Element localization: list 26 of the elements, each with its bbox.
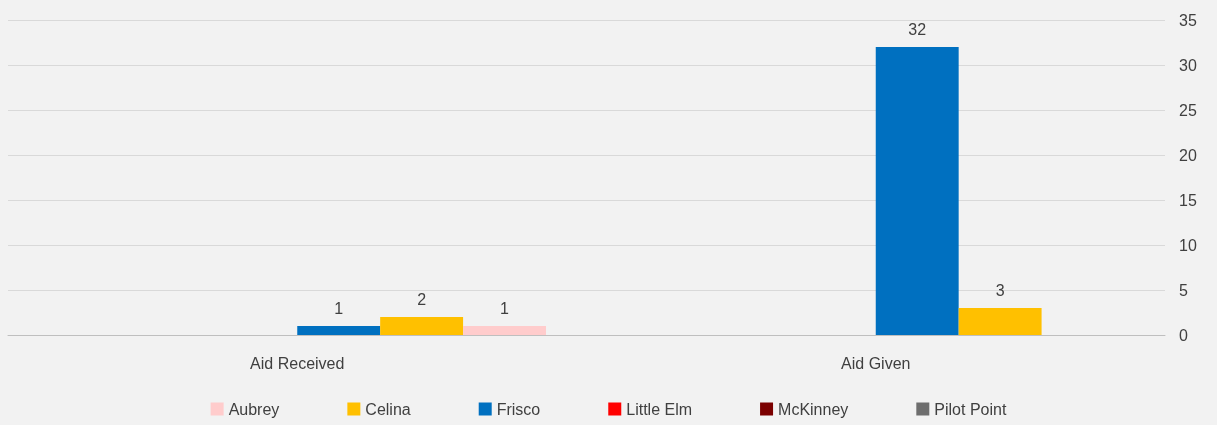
y-tick-label: 25 [1179, 101, 1197, 119]
data-label: 2 [417, 290, 427, 308]
data-label: 3 [995, 281, 1005, 299]
bar [958, 308, 1042, 335]
y-tick-label: 5 [1179, 281, 1188, 299]
y-tick-label: 35 [1179, 11, 1197, 29]
data-label: 1 [500, 299, 510, 317]
x-tick-label: Aid Received [250, 354, 345, 372]
y-tick-label: 15 [1179, 191, 1197, 209]
legend-label: Little Elm [626, 400, 693, 418]
legend-label: Frisco [496, 400, 541, 418]
x-tick-label: Aid Given [841, 354, 911, 372]
y-tick-label: 20 [1179, 146, 1197, 164]
bar [297, 326, 381, 335]
legend-label: McKinney [778, 400, 849, 418]
bar [380, 317, 464, 335]
bar [463, 326, 547, 335]
data-label: 1 [334, 299, 344, 317]
legend-label: Pilot Point [934, 400, 1007, 418]
data-label: 32 [908, 20, 927, 38]
legend-label: Aubrey [228, 400, 280, 418]
y-tick-label: 30 [1179, 56, 1197, 74]
bar [875, 47, 959, 335]
legend-label: Celina [365, 400, 411, 418]
y-tick-label: 10 [1179, 236, 1197, 254]
y-tick-label: 0 [1179, 326, 1188, 344]
